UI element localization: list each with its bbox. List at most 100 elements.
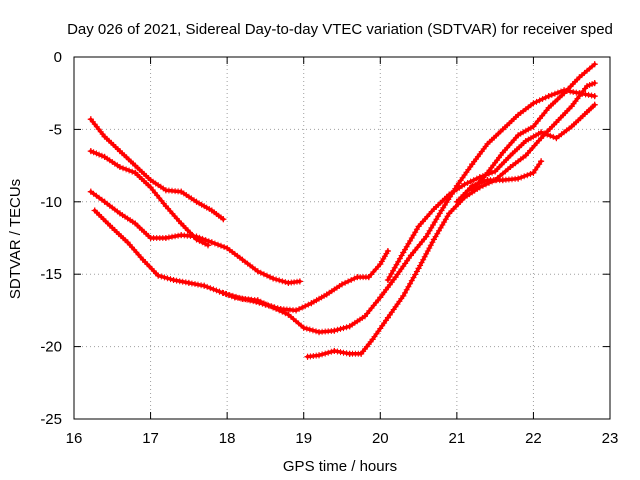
- data-point: [296, 278, 303, 285]
- data-point: [147, 235, 154, 241]
- data-point: [430, 206, 437, 213]
- data-point: [484, 169, 491, 176]
- data-point: [220, 290, 227, 297]
- x-tick-label: 20: [372, 430, 389, 447]
- data-point: [124, 239, 131, 246]
- series-track-f: [304, 80, 598, 360]
- data-point: [139, 256, 146, 263]
- data-point: [515, 132, 522, 139]
- data-point: [568, 123, 575, 130]
- data-point: [361, 313, 368, 320]
- data-point: [384, 248, 391, 255]
- data-point: [254, 268, 261, 275]
- series-trace: [221, 88, 597, 334]
- data-point: [461, 181, 468, 188]
- data-point: [308, 300, 315, 307]
- data-point: [438, 207, 445, 214]
- data-point: [101, 133, 108, 140]
- data-point: [293, 307, 300, 314]
- data-point: [316, 329, 323, 336]
- data-point: [155, 272, 162, 279]
- data-point: [178, 220, 185, 227]
- data-point: [270, 304, 277, 311]
- data-point: [530, 123, 537, 130]
- data-point: [476, 184, 483, 191]
- x-tick-label: 23: [602, 430, 619, 447]
- series-track-a: [87, 116, 227, 223]
- data-point: [530, 100, 537, 107]
- data-point: [484, 140, 491, 147]
- data-point: [499, 126, 506, 133]
- data-point: [346, 350, 353, 357]
- x-tick-labels: 16 17 18 19 20 21 22 23: [66, 430, 619, 447]
- data-point: [530, 169, 537, 176]
- data-point: [561, 90, 568, 97]
- plot-frame: [73, 56, 611, 420]
- data-point: [178, 232, 185, 239]
- data-point: [285, 279, 292, 286]
- x-tick-label: 18: [219, 430, 236, 447]
- data-point: [492, 168, 499, 175]
- data-point: [365, 274, 372, 281]
- data-point: [515, 175, 522, 182]
- data-point: [591, 93, 598, 100]
- data-point: [116, 148, 123, 155]
- data-point: [377, 294, 384, 301]
- data-point: [216, 288, 223, 295]
- data-point: [553, 119, 560, 126]
- data-point: [109, 224, 116, 231]
- data-point: [201, 282, 208, 289]
- data-point: [87, 116, 94, 123]
- data-point: [116, 164, 123, 171]
- data-point: [193, 233, 200, 240]
- data-point: [407, 252, 414, 259]
- series-track-i: [469, 61, 598, 194]
- data-point: [522, 137, 529, 144]
- data-point: [484, 177, 491, 184]
- data-point: [469, 161, 476, 168]
- data-point: [538, 135, 545, 142]
- data-point: [576, 74, 583, 81]
- data-point: [87, 148, 94, 155]
- data-point: [392, 274, 399, 281]
- data-point: [591, 61, 598, 68]
- data-point: [331, 347, 338, 354]
- series-track-e: [220, 87, 598, 336]
- series-track-g: [384, 101, 598, 283]
- data-point: [323, 291, 330, 298]
- data-point: [423, 233, 430, 240]
- data-point: [415, 223, 422, 230]
- y-tick-label: -5: [49, 121, 62, 138]
- data-point: [116, 210, 123, 217]
- x-tick-label: 17: [142, 430, 159, 447]
- data-point: [300, 324, 307, 331]
- series-track-c: [87, 188, 303, 286]
- data-point: [400, 292, 407, 299]
- data-point: [224, 245, 231, 252]
- data-point: [384, 276, 391, 283]
- data-point: [239, 295, 246, 302]
- data-point: [446, 191, 453, 198]
- data-point: [101, 153, 108, 160]
- data-point: [430, 236, 437, 243]
- data-marks: [87, 61, 598, 360]
- data-point: [147, 177, 154, 184]
- data-point: [538, 129, 545, 136]
- data-point: [400, 249, 407, 256]
- chart-title: Day 026 of 2021, Sidereal Day-to-day VTE…: [67, 21, 613, 38]
- data-point: [346, 323, 353, 330]
- data-point: [193, 198, 200, 205]
- data-point: [469, 187, 476, 194]
- data-point: [331, 327, 338, 334]
- data-point: [507, 152, 514, 159]
- data-point: [91, 207, 98, 214]
- axis-ticks: [73, 56, 611, 420]
- data-point: [208, 207, 215, 214]
- data-point: [499, 149, 506, 156]
- x-axis-label: GPS time / hours: [283, 458, 397, 475]
- data-point: [162, 203, 169, 210]
- data-point: [316, 352, 323, 359]
- y-tick-label: -15: [40, 266, 62, 283]
- data-point: [553, 135, 560, 142]
- data-point: [285, 311, 292, 318]
